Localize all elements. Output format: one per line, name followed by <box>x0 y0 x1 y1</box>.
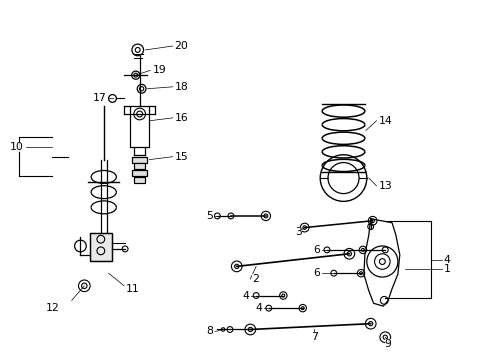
Text: 11: 11 <box>126 284 140 294</box>
Bar <box>134 177 145 183</box>
Text: 8: 8 <box>206 327 213 337</box>
Text: 18: 18 <box>174 82 188 92</box>
Text: 10: 10 <box>10 142 23 152</box>
Text: 4: 4 <box>255 303 262 313</box>
Text: 5: 5 <box>206 211 213 221</box>
Text: 20: 20 <box>174 41 188 51</box>
Text: 1: 1 <box>443 264 449 274</box>
Bar <box>90 233 111 261</box>
Text: 17: 17 <box>93 94 106 103</box>
Text: 15: 15 <box>174 152 188 162</box>
Bar <box>134 177 145 183</box>
Bar <box>132 170 147 176</box>
Text: 7: 7 <box>310 332 317 342</box>
Bar <box>134 163 145 169</box>
Text: 16: 16 <box>174 113 188 123</box>
Bar <box>134 163 145 169</box>
Text: 4: 4 <box>443 255 449 265</box>
Text: 6: 6 <box>313 245 320 255</box>
Bar <box>132 157 147 162</box>
Text: 9: 9 <box>384 339 391 349</box>
Text: 13: 13 <box>378 181 391 191</box>
Bar <box>90 233 111 261</box>
Text: 6: 6 <box>313 268 320 278</box>
Text: 19: 19 <box>152 65 166 75</box>
Text: 2: 2 <box>252 274 259 284</box>
Text: 14: 14 <box>378 116 391 126</box>
Text: 4: 4 <box>242 291 249 301</box>
Bar <box>132 170 147 176</box>
Bar <box>132 157 147 162</box>
Text: 12: 12 <box>45 303 59 313</box>
Text: 3: 3 <box>294 228 301 237</box>
